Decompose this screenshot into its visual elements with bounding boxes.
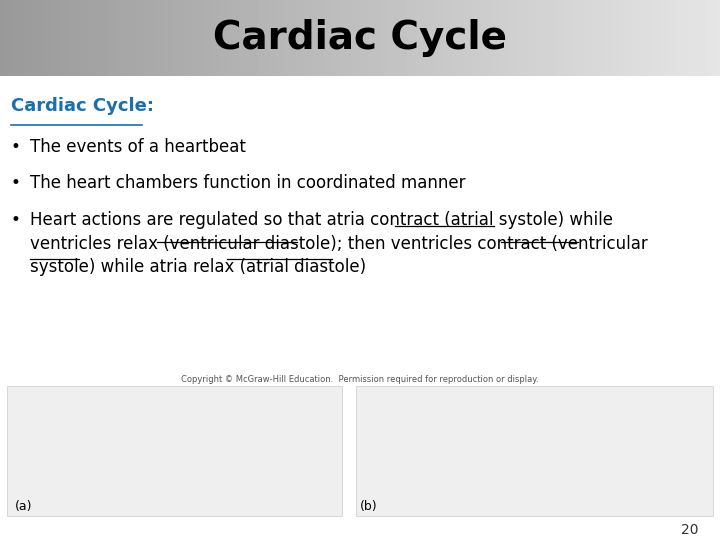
Text: •: • <box>11 211 21 229</box>
Text: The events of a heartbeat: The events of a heartbeat <box>30 138 246 156</box>
Text: Heart actions are regulated so that atria contract (atrial systole) while
ventri: Heart actions are regulated so that atri… <box>30 211 648 276</box>
FancyBboxPatch shape <box>7 386 342 516</box>
Text: •: • <box>11 138 21 156</box>
Text: (a): (a) <box>14 500 32 513</box>
Text: •: • <box>11 174 21 192</box>
Text: The heart chambers function in coordinated manner: The heart chambers function in coordinat… <box>30 174 466 192</box>
Text: Cardiac Cycle: Cardiac Cycle <box>213 19 507 57</box>
Text: Cardiac Cycle:: Cardiac Cycle: <box>11 97 154 115</box>
FancyBboxPatch shape <box>356 386 713 516</box>
Text: Copyright © McGraw-Hill Education.  Permission required for reproduction or disp: Copyright © McGraw-Hill Education. Permi… <box>181 375 539 384</box>
Text: (b): (b) <box>360 500 377 513</box>
Text: 20: 20 <box>681 523 698 537</box>
